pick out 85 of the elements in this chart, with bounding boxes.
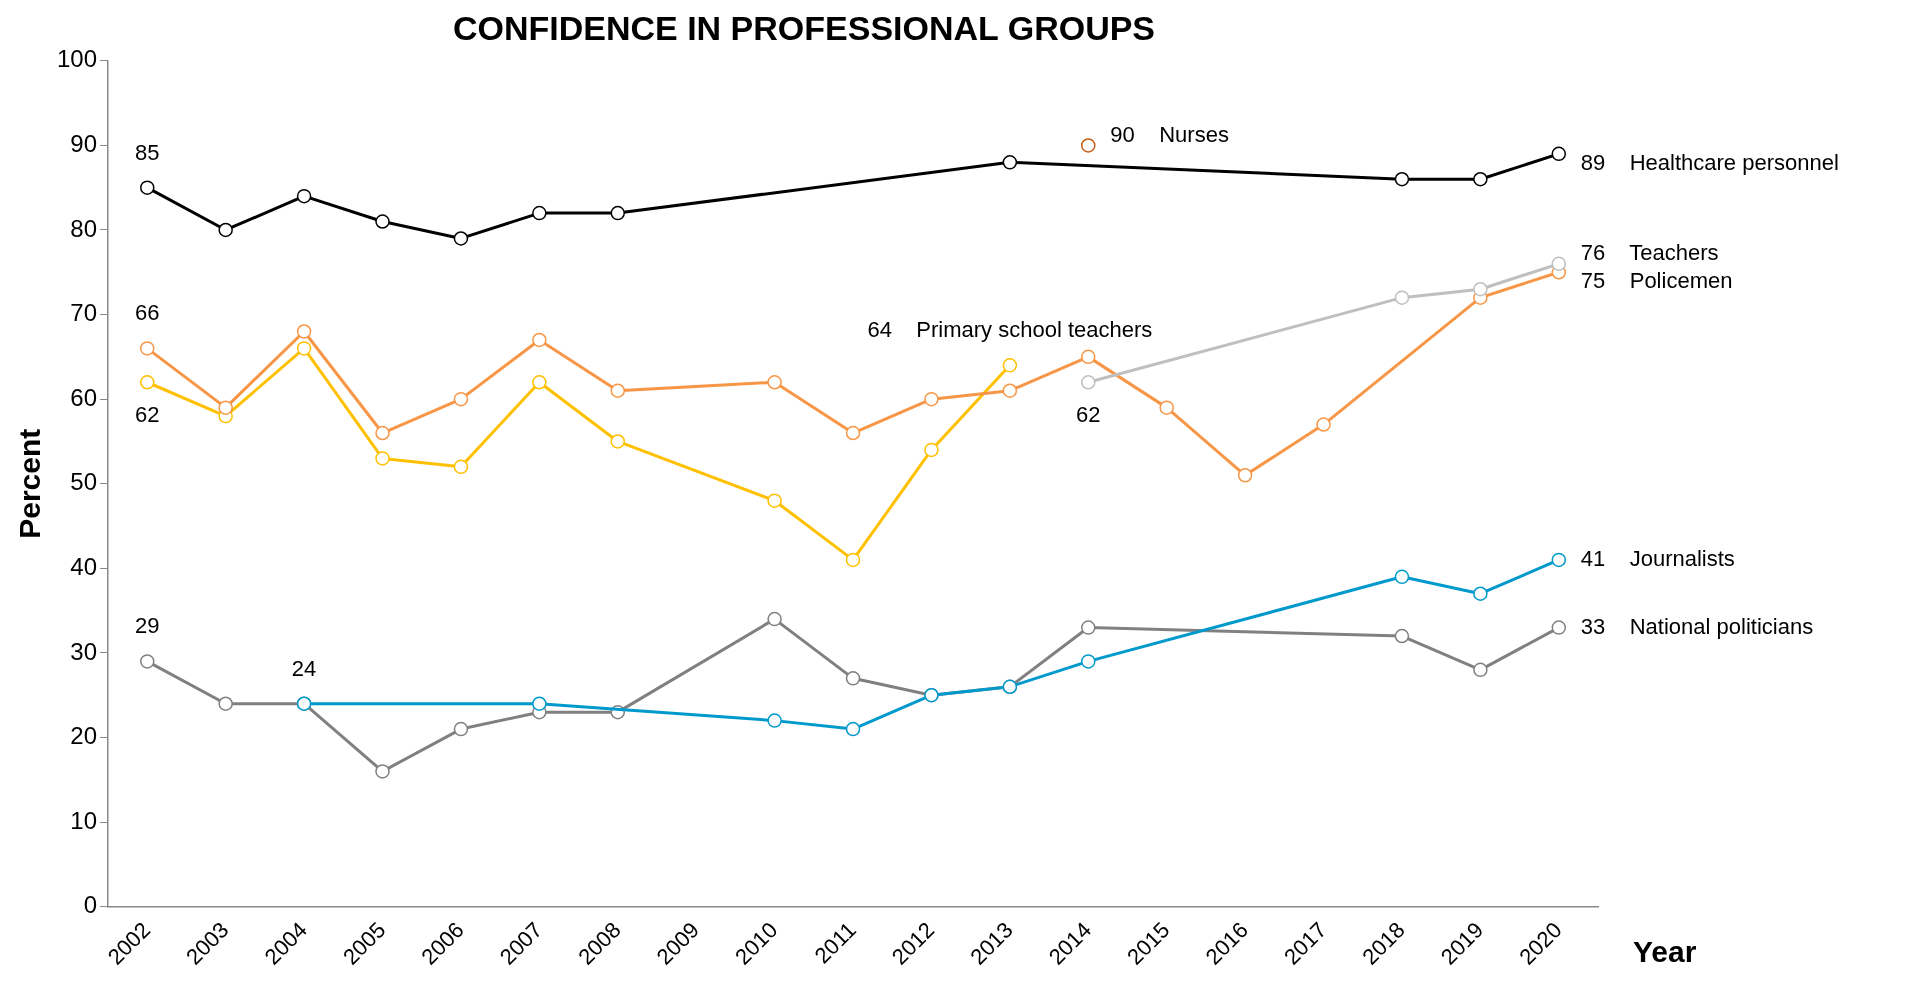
x-axis-title: Year bbox=[1633, 935, 1697, 969]
text: 33 National politicians bbox=[1580, 613, 1814, 639]
point bbox=[1081, 138, 1096, 153]
point bbox=[767, 375, 782, 390]
point bbox=[610, 383, 626, 398]
point bbox=[140, 341, 155, 356]
y-tick-label: 20 bbox=[70, 722, 98, 750]
point bbox=[140, 654, 155, 669]
y-tick-label: 60 bbox=[70, 383, 98, 411]
point bbox=[610, 205, 626, 221]
point bbox=[532, 375, 547, 390]
point bbox=[532, 332, 547, 348]
point bbox=[1002, 383, 1018, 398]
point bbox=[767, 713, 782, 728]
point bbox=[218, 222, 233, 238]
point bbox=[1394, 569, 1410, 585]
point bbox=[845, 552, 861, 568]
text: 90 Nurses bbox=[1110, 121, 1229, 147]
y-axis-title: Percent bbox=[13, 428, 47, 539]
text: 75 Policemen bbox=[1580, 268, 1733, 294]
y-tick-label: 50 bbox=[70, 468, 98, 496]
point bbox=[375, 214, 390, 229]
point bbox=[1081, 654, 1096, 669]
point bbox=[1237, 468, 1253, 483]
point bbox=[453, 391, 469, 407]
data-label: 29 bbox=[135, 613, 160, 639]
y-tick-label: 80 bbox=[70, 214, 98, 242]
point bbox=[1394, 628, 1410, 644]
y-tick-label: 90 bbox=[70, 130, 98, 158]
point bbox=[767, 611, 782, 627]
point bbox=[453, 231, 469, 246]
point bbox=[296, 341, 312, 356]
data-label: 85 bbox=[135, 139, 160, 165]
point bbox=[375, 764, 390, 779]
point bbox=[1551, 552, 1567, 568]
point bbox=[532, 205, 547, 221]
point bbox=[1473, 281, 1488, 297]
text: 89 Healthcare personnel bbox=[1580, 149, 1839, 175]
data-label: 66 bbox=[135, 300, 160, 326]
point bbox=[218, 400, 233, 415]
data-label: 62 bbox=[135, 402, 160, 428]
text: 64 Primary school teachers bbox=[867, 317, 1153, 343]
point bbox=[1081, 375, 1096, 390]
y-tick-label: 40 bbox=[70, 552, 98, 580]
point bbox=[453, 459, 469, 475]
point bbox=[610, 434, 626, 449]
point bbox=[1159, 400, 1174, 415]
point bbox=[1394, 171, 1410, 187]
point bbox=[375, 425, 390, 441]
point bbox=[140, 180, 155, 195]
point bbox=[1081, 349, 1096, 365]
y-tick-label: 10 bbox=[70, 806, 98, 834]
chart-title: CONFIDENCE IN PROFESSIONAL GROUPS bbox=[452, 8, 1156, 47]
point bbox=[845, 425, 861, 441]
point bbox=[1394, 290, 1410, 305]
point bbox=[1002, 358, 1018, 373]
point bbox=[767, 493, 782, 508]
y-tick-label: 100 bbox=[57, 45, 98, 73]
point bbox=[1002, 155, 1018, 170]
text: 41 Journalists bbox=[1580, 545, 1735, 571]
data-label: 24 bbox=[291, 655, 317, 681]
point bbox=[845, 721, 861, 737]
point bbox=[532, 696, 547, 711]
point bbox=[1081, 620, 1096, 635]
data-label: 62 bbox=[1076, 402, 1101, 428]
point bbox=[375, 451, 390, 466]
point bbox=[1473, 171, 1488, 187]
point bbox=[924, 391, 939, 407]
point bbox=[845, 671, 861, 686]
point bbox=[453, 721, 469, 737]
point bbox=[1551, 146, 1567, 162]
point bbox=[1316, 417, 1331, 432]
y-tick-label: 30 bbox=[70, 637, 98, 665]
point bbox=[924, 442, 939, 458]
point bbox=[218, 696, 233, 711]
text: 76 Teachers bbox=[1580, 240, 1719, 266]
point bbox=[1473, 662, 1488, 678]
point bbox=[1551, 256, 1567, 272]
point bbox=[296, 188, 312, 204]
point bbox=[1473, 586, 1488, 601]
y-tick-label: 0 bbox=[83, 891, 98, 919]
point bbox=[1551, 620, 1567, 635]
point bbox=[296, 324, 312, 339]
y-tick-label: 70 bbox=[70, 299, 98, 327]
point bbox=[140, 375, 155, 390]
